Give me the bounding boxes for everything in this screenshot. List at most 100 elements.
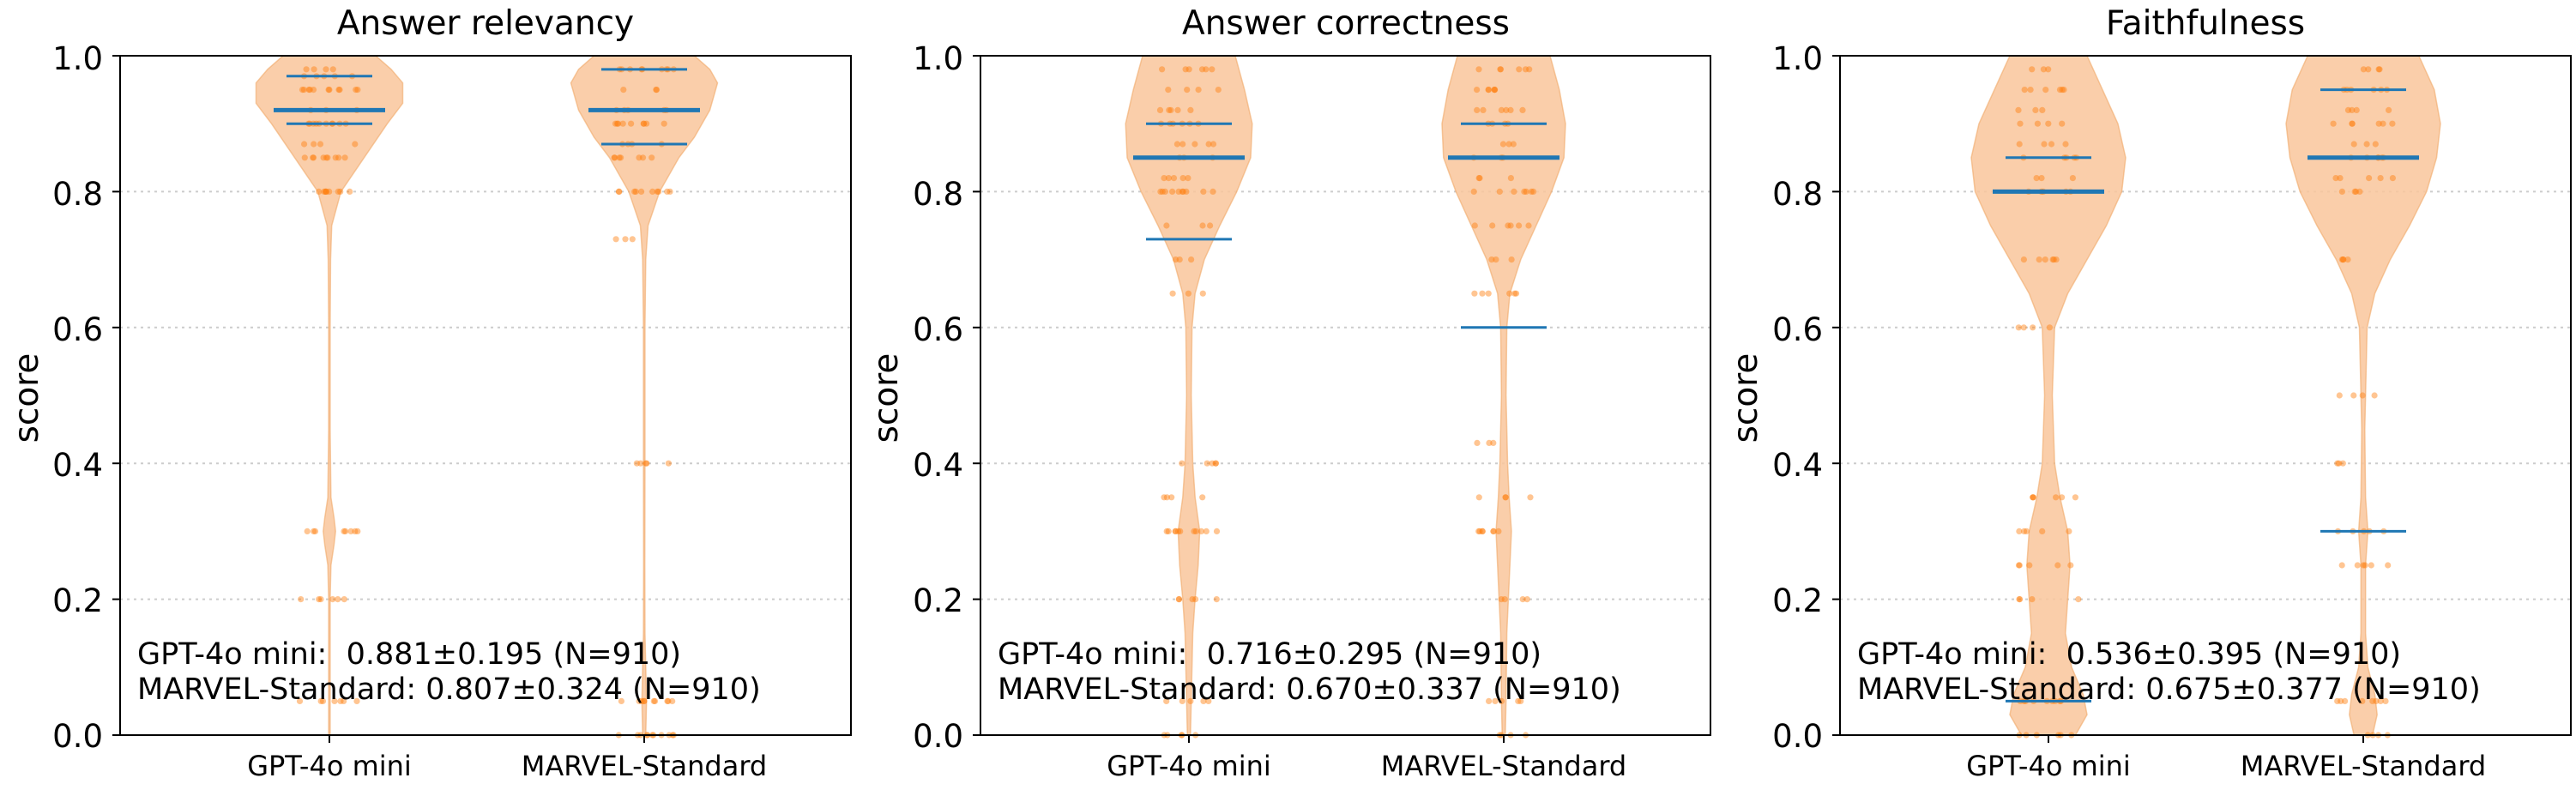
data-point [1179,460,1185,467]
data-point [2075,596,2082,603]
data-point [1167,106,1174,113]
data-point [2029,596,2036,603]
stats-annotation: MARVEL-Standard: 0.807±0.324 (N=910) [137,672,761,707]
data-point [632,188,639,195]
y-tick-label: 0.4 [913,447,963,484]
data-point [1505,141,1512,148]
data-point [335,87,342,93]
data-point [2360,562,2367,569]
data-point [1205,141,1212,148]
data-point [1195,87,1202,93]
panel-faithfulness: Faithfulness score 0.0 0.2 0.4 0.6 0.8 1… [1727,4,2486,782]
data-point [640,120,647,127]
data-point [665,697,672,705]
x-tick-label: GPT-4o mini [247,750,412,782]
data-point [341,154,348,161]
data-point [653,87,661,93]
data-point [1203,528,1210,535]
data-point [352,528,359,535]
data-point [1485,290,1492,297]
data-point [2354,562,2361,569]
data-point [654,188,661,195]
data-point [354,87,361,93]
data-point [2053,494,2060,501]
data-point [1512,290,1520,297]
data-point [1179,188,1186,195]
data-point [311,66,317,73]
data-point [2344,256,2351,263]
data-point [2338,256,2345,263]
y-tick-label: 0.6 [52,311,103,348]
stats-annotations: GPT-4o mini: 0.536±0.395 (N=910) MARVEL-… [1857,637,2481,707]
data-point [317,596,324,603]
data-point [1209,460,1216,467]
data-point [2359,392,2366,399]
data-point [1185,290,1191,297]
data-point [2066,528,2072,535]
data-point [1204,460,1210,467]
data-point [2015,562,2023,569]
data-point [2377,697,2384,705]
data-point [651,697,659,705]
data-point [1496,188,1503,195]
data-point [2339,460,2346,467]
data-point [2040,66,2047,73]
data-point [2030,494,2036,501]
data-point [2032,106,2039,113]
data-point [1516,222,1523,229]
data-point [2369,697,2376,705]
data-point [1187,106,1194,113]
data-point [2352,188,2360,195]
data-point [2015,324,2022,331]
panel-answer-correctness: Answer correctness score 0.0 0.2 0.4 0.6… [867,4,1626,782]
data-point [2371,392,2378,399]
data-point [1159,188,1166,195]
data-point [306,87,313,93]
data-point [2030,494,2036,501]
y-tick-label: 1.0 [913,40,963,77]
y-tick-label: 0.0 [1772,718,1823,755]
data-point [1191,528,1198,535]
data-point [1165,175,1172,182]
data-point [1479,528,1486,535]
data-point [1507,222,1514,229]
data-point [1511,290,1518,297]
panel-title: Answer relevancy [337,4,634,43]
data-point [1215,87,1222,93]
data-point [1497,66,1504,73]
data-point [296,697,304,705]
data-point [2033,175,2040,182]
data-point [1209,66,1216,73]
data-point [2365,66,2372,73]
panel-title: Faithfulness [2106,4,2305,43]
axes-frame [119,55,852,736]
data-point [1495,528,1502,535]
data-point [1203,66,1210,73]
data-point [298,596,305,603]
data-point [1170,175,1178,182]
data-point [1213,528,1221,535]
data-point [1480,106,1487,113]
data-point [331,697,338,705]
data-point [2026,562,2033,569]
data-point [1199,222,1206,229]
data-point [633,460,641,467]
data-point [1525,222,1532,229]
y-tick-label: 0.0 [913,718,963,755]
data-point [1189,596,1196,603]
data-point [1475,528,1482,535]
data-point [2332,175,2339,182]
data-point [2376,66,2383,73]
data-point [2016,528,2023,535]
data-point [614,120,621,127]
data-point [2034,120,2041,127]
data-point [1519,106,1526,113]
data-point [1166,106,1173,113]
data-point [1523,188,1529,195]
data-point [1471,222,1478,229]
data-point [1157,188,1164,195]
data-point [2039,528,2046,535]
data-point [316,596,323,603]
y-tick-labels: 0.0 0.2 0.4 0.6 0.8 1.0 [52,40,103,755]
data-point [2344,106,2352,113]
